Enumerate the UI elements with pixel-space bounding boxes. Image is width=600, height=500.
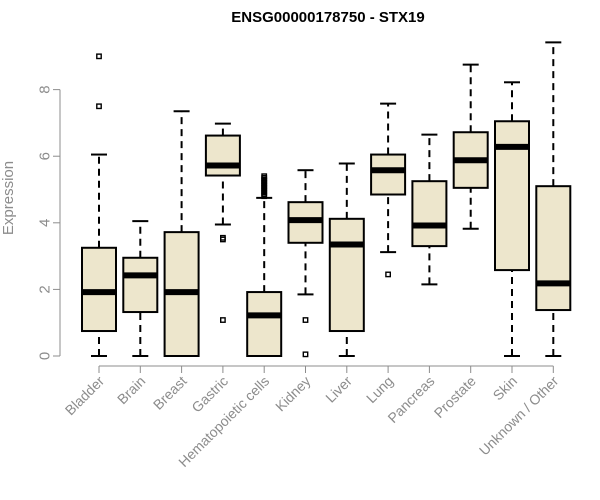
box-brain bbox=[122, 220, 159, 357]
box-lung bbox=[370, 102, 407, 278]
box-unknown-other bbox=[535, 41, 572, 357]
box-body bbox=[370, 153, 407, 196]
x-tick-label: Bladder bbox=[62, 373, 108, 419]
outlier-point bbox=[302, 317, 309, 323]
outlier-point bbox=[96, 53, 102, 60]
y-tick-label: 2 bbox=[36, 285, 53, 293]
box-body bbox=[328, 217, 365, 333]
box-prostate bbox=[452, 63, 489, 230]
outlier-point bbox=[302, 351, 309, 358]
outlier-point bbox=[96, 103, 102, 110]
x-tick-label: Liver bbox=[322, 373, 355, 406]
box-series bbox=[81, 41, 572, 358]
box-liver bbox=[328, 162, 365, 357]
box-bladder bbox=[81, 53, 117, 357]
box-body bbox=[204, 134, 241, 177]
box-skin bbox=[494, 81, 530, 357]
x-tick-label: Brain bbox=[114, 373, 148, 407]
box-body bbox=[411, 180, 448, 248]
x-tick-label: Skin bbox=[490, 373, 521, 404]
x-tick-label: Kidney bbox=[272, 373, 314, 415]
y-tick-label: 8 bbox=[36, 85, 53, 93]
box-body bbox=[246, 291, 283, 357]
y-tick-label: 0 bbox=[36, 352, 53, 360]
box-breast bbox=[163, 110, 200, 357]
y-tick-label: 4 bbox=[36, 219, 53, 227]
chart-title: ENSG00000178750 - STX19 bbox=[231, 9, 424, 26]
y-axis-label: Expression bbox=[0, 161, 17, 235]
x-tick-label: Lung bbox=[363, 373, 396, 406]
box-body bbox=[535, 185, 572, 312]
outlier-point bbox=[261, 173, 268, 180]
y-axis: 0 2 4 6 8 bbox=[36, 85, 61, 360]
outlier-point bbox=[219, 317, 226, 323]
box-pancreas bbox=[411, 133, 448, 286]
box-body bbox=[494, 120, 530, 272]
x-tick-label: Breast bbox=[150, 373, 190, 413]
box-hematopoietic-cells bbox=[246, 173, 283, 357]
outlier-point bbox=[385, 271, 391, 278]
box-gastric bbox=[204, 122, 241, 323]
outlier-point bbox=[219, 234, 226, 241]
box-kidney bbox=[287, 169, 324, 358]
box-body bbox=[122, 256, 159, 314]
y-tick-label: 6 bbox=[36, 152, 53, 160]
x-tick-label: Prostate bbox=[431, 373, 479, 421]
